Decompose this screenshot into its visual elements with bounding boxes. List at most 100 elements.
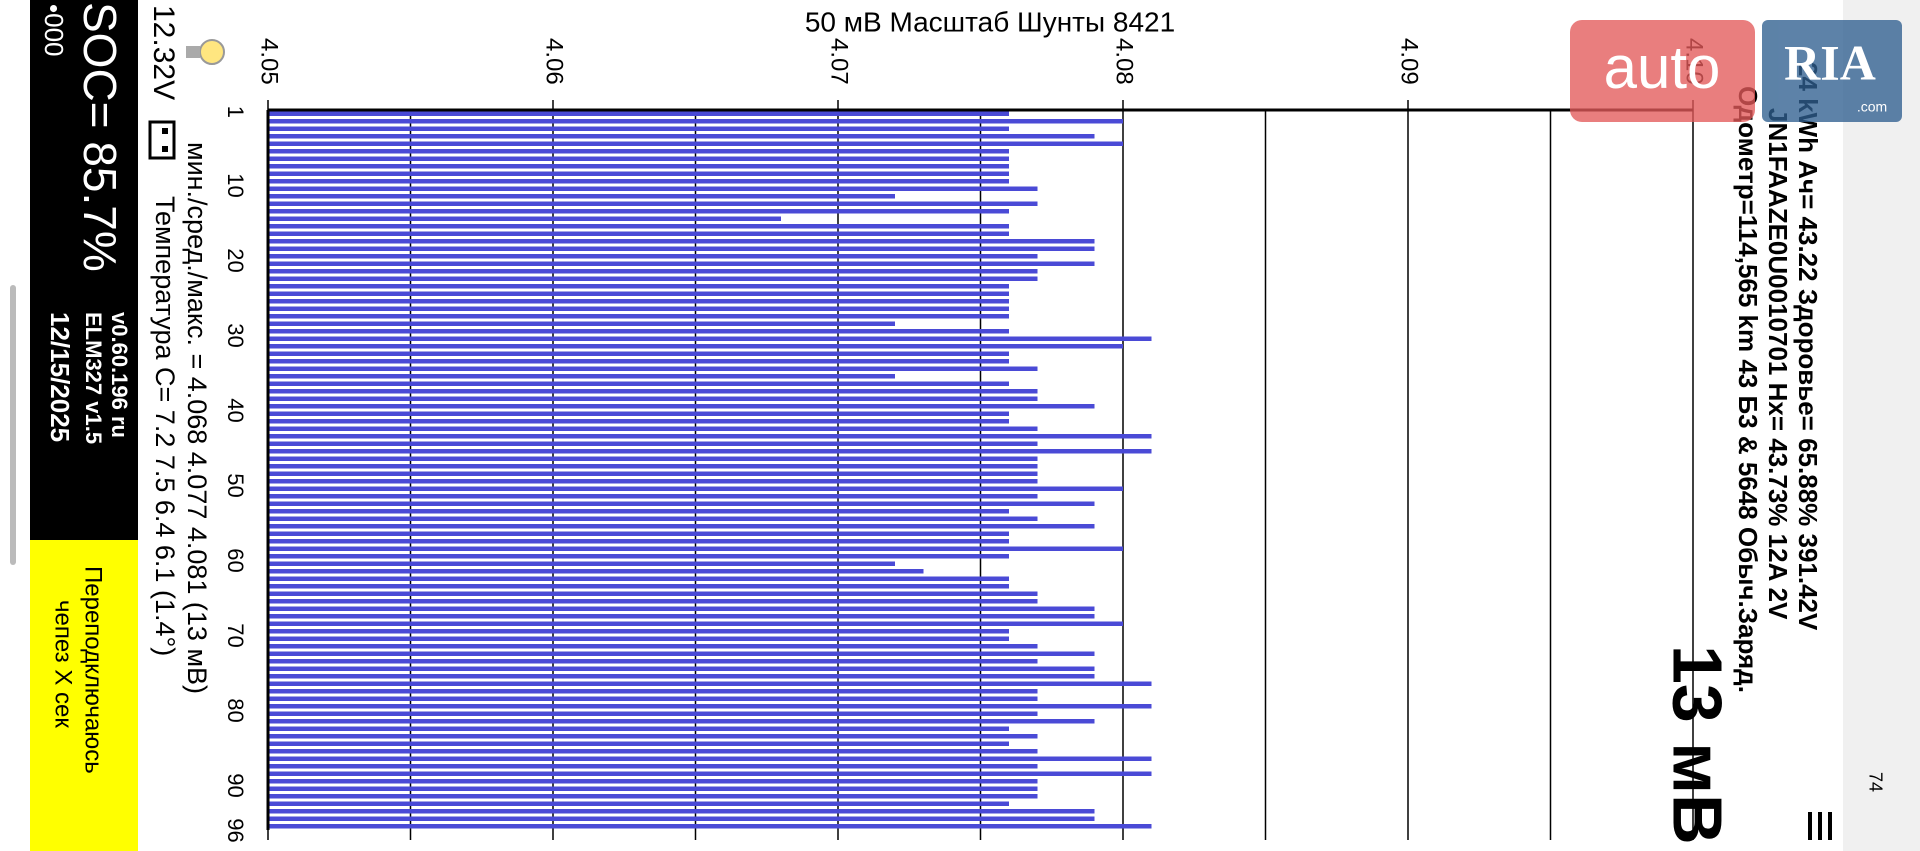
scroll-pill: [10, 285, 16, 565]
bar: [268, 389, 1038, 394]
bar: [268, 546, 1123, 551]
bar: [268, 134, 1095, 139]
date: 12/15/2025: [45, 312, 75, 442]
bar: [268, 689, 1038, 694]
y-tick-label: 90: [223, 773, 248, 797]
bar: [268, 284, 1009, 289]
bar: [268, 719, 1095, 724]
bar: [268, 201, 1038, 206]
info-line: Одометр=114,565 km 43 Б3 & 5648 Обыч.Зар…: [1733, 86, 1763, 693]
y-tick-label: 30: [223, 323, 248, 347]
bar: [268, 539, 1009, 544]
y-tick-label: 1: [223, 106, 248, 118]
bar: [268, 509, 1009, 514]
bar: [268, 381, 1009, 386]
bar: [268, 524, 1095, 529]
bar: [268, 471, 1038, 476]
bar: [268, 531, 1009, 536]
soc: SOC= 85.7%: [74, 2, 126, 272]
bar: [268, 801, 1009, 806]
bar: [268, 336, 1152, 341]
bar: [268, 794, 1038, 799]
bar: [268, 434, 1152, 439]
bar: [268, 141, 1123, 146]
bar: [268, 696, 1038, 701]
bar: [268, 756, 1152, 761]
bar: [268, 209, 1009, 214]
x-tick-label: 4.05: [256, 38, 283, 85]
bar: [268, 261, 1095, 266]
bar: [268, 246, 1095, 251]
bar: [268, 396, 1038, 401]
bar: [268, 599, 1038, 604]
bar: [268, 351, 1009, 356]
bar: [268, 419, 1009, 424]
battery-level: 74: [1865, 772, 1885, 792]
bar: [268, 171, 1009, 176]
bar: [268, 726, 1009, 731]
bar: [268, 666, 1095, 671]
bar: [268, 126, 1009, 131]
bar: [268, 824, 1152, 829]
watermark-logo: [1570, 20, 1902, 122]
bar: [268, 764, 1038, 769]
bar: [268, 584, 1009, 589]
bar: [268, 426, 1038, 431]
minmax: мин./сред./макс. = 4.068 4.077 4.081 (13…: [182, 142, 212, 694]
bar: [268, 606, 1095, 611]
bar: [268, 486, 1123, 491]
bar: [268, 404, 1095, 409]
plot: 4.054.064.074.084.094.101102030405060708…: [223, 38, 1707, 843]
y-tick-label: 60: [223, 548, 248, 572]
bar: [268, 494, 1038, 499]
bar: [268, 659, 1038, 664]
bar: [268, 314, 1009, 319]
reconnect-line: Переподключаюсь: [80, 566, 107, 774]
bar: [268, 786, 1038, 791]
bar: [268, 291, 1009, 296]
left-panel: [30, 0, 138, 540]
bar: [268, 321, 895, 326]
logo-text: auto: [1604, 34, 1721, 101]
bar: [268, 464, 1038, 469]
bar: [268, 366, 1038, 371]
bar: [268, 779, 1038, 784]
logo-text: RIA: [1784, 34, 1876, 90]
version: v0.60.196 ru: [107, 312, 132, 438]
bar: [268, 216, 781, 221]
bar: [268, 344, 1123, 349]
bar: [268, 621, 1123, 626]
bar: [268, 306, 1009, 311]
y-tick-label: 20: [223, 248, 248, 272]
bar: [268, 149, 1009, 154]
menu-icon[interactable]: [1808, 812, 1832, 840]
bar: [268, 276, 1038, 281]
reconnect-line: чепез X сек: [50, 600, 77, 728]
bar: [268, 681, 1152, 686]
bar: [268, 674, 1095, 679]
logo-text: .com: [1857, 99, 1887, 115]
x-tick-label: 4.09: [1396, 38, 1423, 85]
bar: [268, 359, 1009, 364]
bar: [268, 561, 895, 566]
bar: [268, 629, 1009, 634]
x-tick-label: 4.06: [541, 38, 568, 85]
bulb-icon: [186, 39, 225, 65]
chart-title: 50 мВ Масштаб Шунты 8421: [805, 6, 1175, 37]
bar: [268, 651, 1095, 656]
bar: [268, 179, 1009, 184]
bar: [268, 591, 1038, 596]
bar: [268, 449, 1152, 454]
bar: [268, 441, 1038, 446]
bar: [268, 614, 1095, 619]
bar: [268, 254, 1038, 259]
bar: [268, 479, 1038, 484]
bar: [268, 411, 1009, 416]
y-tick-label: 50: [223, 473, 248, 497]
bar: [268, 269, 1038, 274]
bar: [268, 156, 1009, 161]
y-tick-label: 96: [223, 818, 248, 842]
bar: [268, 576, 1009, 581]
bar: [268, 644, 1038, 649]
bar: [268, 374, 895, 379]
